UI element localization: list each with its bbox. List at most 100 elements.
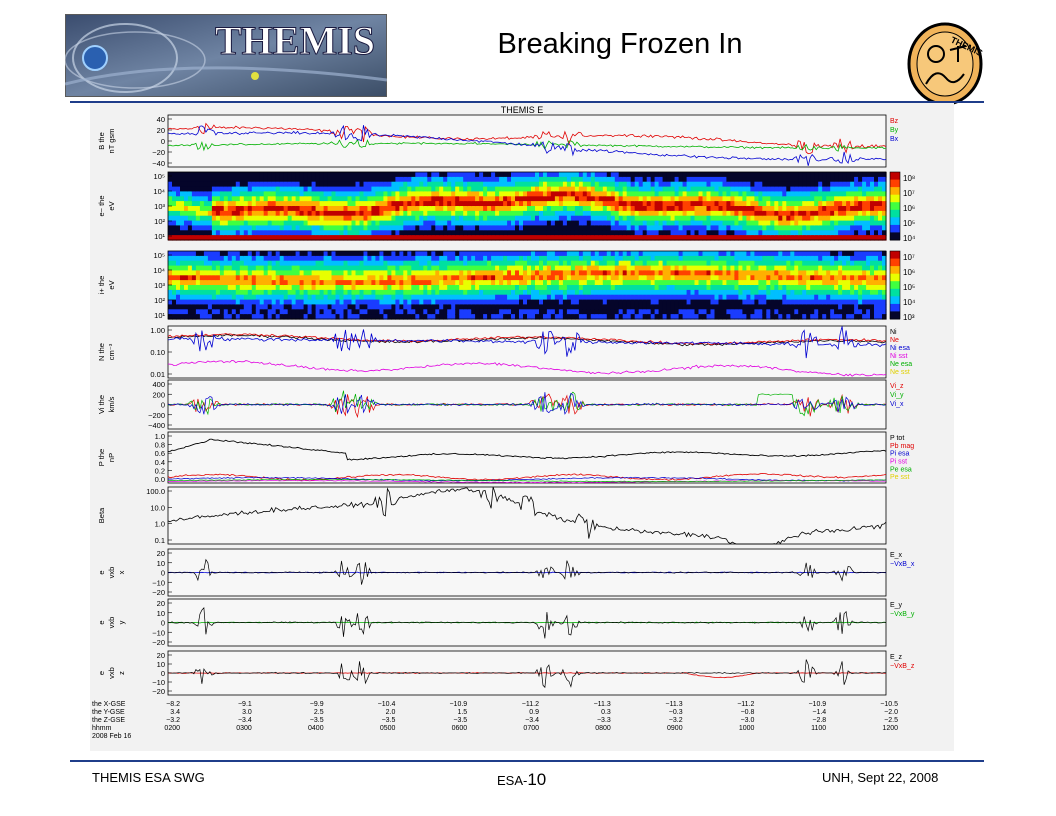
x-tick-label: −3.2 <box>166 717 180 724</box>
legend-entry: Pi sst <box>890 459 907 466</box>
legend-entry: E_z <box>890 654 903 661</box>
x-row-label: the Y-GSE <box>92 709 125 716</box>
x-tick-label: 0600 <box>452 725 468 732</box>
legend-entry: By <box>890 127 899 134</box>
panel-eflux_e <box>167 171 901 241</box>
colorbar-swatch <box>890 273 900 282</box>
y-tick-label: 10⁴ <box>153 187 165 196</box>
legend-entry: −VxB_y <box>890 611 915 618</box>
colorbar-swatch <box>890 209 900 218</box>
series-line-e-y <box>167 606 887 639</box>
y-tick-label: 20 <box>157 549 165 558</box>
series-line-ptot <box>167 438 887 461</box>
y-tick-label: −40 <box>152 159 165 168</box>
footer-center-prefix: ESA- <box>497 773 528 788</box>
panel-frame <box>167 431 887 484</box>
y-tick-label: 0.8 <box>155 441 165 450</box>
panel-Ez <box>167 650 887 696</box>
legend-entry: Bz <box>890 118 899 125</box>
legend-entry: Pe esa <box>890 466 912 473</box>
y-axis-label: e− the <box>97 195 106 216</box>
y-tick-label: −20 <box>152 148 165 157</box>
footer-left: THEMIS ESA SWG <box>92 770 205 785</box>
chart-title: THEMIS E <box>501 105 544 115</box>
y-tick-label: 1.0 <box>155 432 165 441</box>
y-tick-label: −10 <box>152 578 165 587</box>
x-tick-label: −11.2 <box>522 701 539 708</box>
series-line-by <box>167 138 887 152</box>
colorbar-swatch <box>890 311 900 320</box>
y-tick-label: 20 <box>157 651 165 660</box>
legend-entry: Ni esa <box>890 345 910 352</box>
series-line-vix <box>167 392 887 415</box>
legend-entry: −VxB_z <box>890 663 915 670</box>
y-tick-label: −20 <box>152 638 165 647</box>
slide-title: Breaking Frozen In <box>497 28 743 60</box>
colorbar-swatch <box>890 303 900 312</box>
panel-Ey <box>167 598 887 647</box>
header-rule <box>70 101 984 103</box>
colorbar-tick: 10⁷ <box>903 189 915 198</box>
x-row-label: the X-GSE <box>92 701 126 708</box>
y-tick-label: 10.0 <box>150 503 165 512</box>
x-tick-label: −9.9 <box>310 701 324 708</box>
x-tick-label: 0900 <box>667 725 683 732</box>
x-tick-label: −9.1 <box>238 701 252 708</box>
colorbar-swatch <box>890 296 900 305</box>
panel-N <box>167 325 887 379</box>
x-tick-label: 0800 <box>595 725 611 732</box>
x-tick-label: 0500 <box>380 725 396 732</box>
colorbar-swatch <box>890 258 900 267</box>
colorbar-swatch <box>890 232 900 241</box>
y-axis-label: y <box>117 620 126 624</box>
x-tick-label: −8.2 <box>166 701 180 708</box>
x-tick-label: −2.8 <box>812 717 826 724</box>
x-tick-label: 0400 <box>308 725 324 732</box>
series-line-ni-esa <box>167 326 887 359</box>
colorbar-swatch <box>890 288 900 297</box>
series-line-bx <box>167 124 887 166</box>
colorbar-tick: 10⁶ <box>903 204 915 213</box>
series-line-ni <box>168 333 887 347</box>
x-tick-label: 1200 <box>882 725 898 732</box>
y-tick-label: 0 <box>161 669 165 678</box>
legend-entry: P tot <box>890 435 904 442</box>
y-tick-label: −200 <box>148 411 165 420</box>
legend-entry: Vi_z <box>890 383 904 390</box>
x-tick-label: −3.0 <box>741 717 755 724</box>
y-tick-label: −400 <box>148 421 165 430</box>
panel-frame <box>167 486 887 545</box>
footer-rule <box>70 760 984 762</box>
y-tick-label: 0.4 <box>155 458 165 467</box>
x-tick-label: −3.3 <box>597 717 611 724</box>
y-tick-label: 20 <box>157 126 165 135</box>
y-tick-label: 40 <box>157 115 165 124</box>
x-date-label: 2008 Feb 16 <box>92 733 131 740</box>
x-tick-label: −10.5 <box>880 701 898 708</box>
y-axis-label: km/s <box>107 396 116 412</box>
colorbar-swatch <box>890 224 900 233</box>
legend-entry: Pb mag <box>890 443 914 450</box>
x-tick-label: −11.3 <box>665 701 682 708</box>
series-line-beta <box>167 486 887 545</box>
x-tick-label: −10.4 <box>378 701 396 708</box>
themis-logo: THEMIS <box>65 14 387 97</box>
y-tick-label: −10 <box>152 628 165 637</box>
x-tick-label: 2.5 <box>314 709 324 716</box>
y-tick-label: 0.2 <box>155 466 165 475</box>
y-tick-label: −20 <box>152 687 165 696</box>
x-tick-label: −11.3 <box>594 701 611 708</box>
y-axis-label: Beta <box>97 507 106 523</box>
panel-bg <box>168 115 886 167</box>
y-axis-label: B the <box>97 132 106 150</box>
y-axis-label: i+ the <box>97 276 106 295</box>
y-axis-label: vxb <box>107 617 116 629</box>
x-tick-label: 0.9 <box>529 709 539 716</box>
x-tick-label: 1.5 <box>457 709 467 716</box>
colorbar-frame <box>889 171 901 241</box>
panel-eflux_i <box>167 250 901 320</box>
legend-entry: Ne <box>890 337 899 344</box>
series-line-bz <box>167 122 887 155</box>
legend-entry: Ne sst <box>890 369 910 376</box>
